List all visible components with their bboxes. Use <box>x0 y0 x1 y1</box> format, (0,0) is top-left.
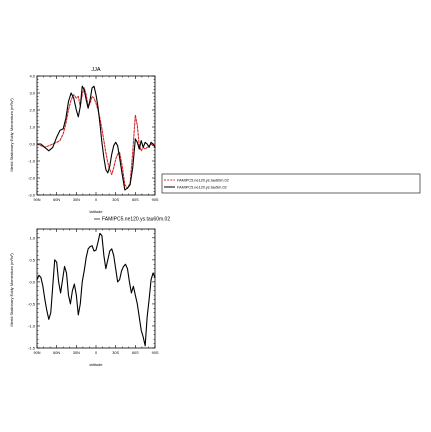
y-tick-label: 1.0 <box>29 235 35 240</box>
x-tick-label: 60S <box>132 351 139 355</box>
legend-entry-series-2: FAMIPC5.ne120.ys.tau5m.02 <box>177 186 227 190</box>
top-panel: JJA Merid Stationary Eddy Momentum (m²/s… <box>9 67 159 214</box>
y-axis-label-bottom: Merid Stationary Eddy Momentum (m²/s²) <box>9 253 14 327</box>
y-tick-label: -1.0 <box>28 323 36 328</box>
x-tick-label: 0 <box>95 198 97 202</box>
x-tick-label: 30N <box>73 351 80 355</box>
y-tick-label: 0.0 <box>29 142 35 147</box>
x-tick-label: 60N <box>53 351 60 355</box>
series-line-2 <box>36 85 156 191</box>
x-tick-label: 90S <box>152 198 159 202</box>
y-tick-label: 4.0 <box>29 74 35 79</box>
x-tick-label: 30N <box>73 198 80 202</box>
y-tick-label: -2.0 <box>28 176 36 181</box>
y-tick-label: 3.0 <box>29 91 35 96</box>
bottom-panel: FAMIPC5.ne120.ys.tau60m.02 Merid Station… <box>9 217 170 368</box>
legend-entry-series-1: FAMIPC5.ne120.ys.tau60m.02 <box>177 179 229 183</box>
x-tick-label: 0 <box>95 351 97 355</box>
x-tick-label: 90N <box>34 351 41 355</box>
x-tick-label: 60N <box>53 198 60 202</box>
plot-marks: -3.0 -2.0 -1.0 0.0 1.0 2.0 3.0 4.0 90N 60N 30N 0 30S… <box>28 74 159 203</box>
y-tick-label: -1.5 <box>28 346 36 351</box>
chart-title: JJA <box>91 67 101 73</box>
y-tick-label: 2.0 <box>29 108 35 113</box>
y-axis-label: Merid Stationary Eddy Momentum (m²/s²) <box>9 98 14 172</box>
x-tick-label: 30S <box>112 351 119 355</box>
legend-entry-bottom: FAMIPC5.ne120.ys.tau60m.02 <box>102 217 170 223</box>
plot-marks: -1.5 -1.0 -0.5 0.0 0.5 1.0 90N 60N 30N 0 30S 60S 90S <box>28 228 159 355</box>
y-tick-label: 0.5 <box>29 257 35 262</box>
y-tick-label: -3.0 <box>28 193 36 198</box>
y-tick-label: 1.0 <box>29 125 35 130</box>
series-line-1 <box>36 232 156 347</box>
x-tick-label: 90N <box>34 198 41 202</box>
legend: FAMIPC5.ne120.ys.tau60m.02 FAMIPC5.ne120… <box>161 173 421 194</box>
y-tick-label: 0.0 <box>29 279 35 284</box>
x-tick-label: 30S <box>112 198 119 202</box>
y-tick-label: -1.0 <box>28 159 36 164</box>
y-tick-label: -0.5 <box>28 301 36 306</box>
plot-frame <box>36 228 156 349</box>
x-tick-label: 60S <box>132 198 139 202</box>
legend-box <box>161 173 421 194</box>
series-line-1 <box>36 87 156 189</box>
x-axis-label: latitude <box>90 209 104 214</box>
x-axis-label-bottom: latitude <box>90 362 104 367</box>
x-tick-label: 90S <box>152 351 159 355</box>
